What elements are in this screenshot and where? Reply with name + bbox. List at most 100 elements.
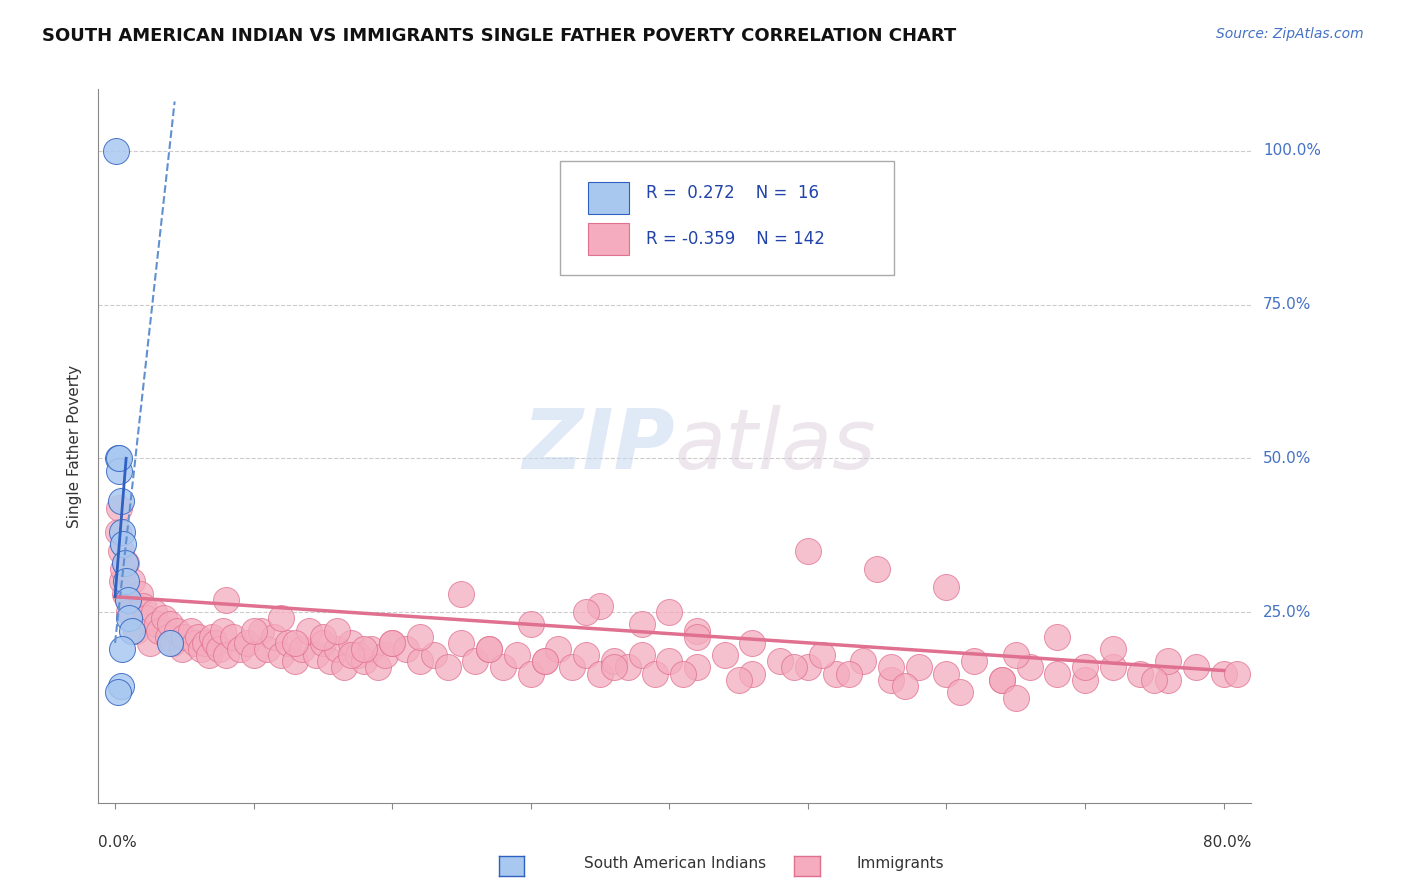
- Point: [215, 592, 238, 607]
- Point: [603, 660, 626, 674]
- Point: [478, 642, 501, 657]
- Point: [672, 666, 695, 681]
- Point: [935, 666, 957, 681]
- Point: [575, 605, 598, 619]
- Text: 80.0%: 80.0%: [1204, 836, 1251, 850]
- Text: 100.0%: 100.0%: [1263, 144, 1320, 158]
- Point: [256, 642, 278, 657]
- Point: [112, 562, 135, 576]
- Point: [713, 648, 735, 662]
- Point: [866, 562, 889, 576]
- Point: [170, 642, 193, 657]
- Text: SOUTH AMERICAN INDIAN VS IMMIGRANTS SINGLE FATHER POVERTY CORRELATION CHART: SOUTH AMERICAN INDIAN VS IMMIGRANTS SING…: [42, 27, 956, 45]
- Point: [589, 666, 612, 681]
- Point: [298, 624, 321, 638]
- Point: [520, 617, 543, 632]
- Point: [506, 648, 529, 662]
- Point: [880, 660, 903, 674]
- Point: [108, 451, 131, 466]
- Point: [312, 636, 335, 650]
- Point: [107, 451, 129, 466]
- Point: [117, 592, 139, 607]
- Point: [1046, 630, 1069, 644]
- Point: [409, 630, 432, 644]
- Point: [135, 611, 157, 625]
- Text: ZIP: ZIP: [522, 406, 675, 486]
- Point: [187, 630, 209, 644]
- Point: [1101, 642, 1123, 657]
- Point: [686, 630, 709, 644]
- Point: [173, 630, 195, 644]
- Point: [367, 660, 389, 674]
- Point: [686, 624, 709, 638]
- Point: [105, 144, 128, 158]
- Point: [360, 642, 382, 657]
- Point: [409, 654, 432, 668]
- Point: [436, 660, 458, 674]
- Point: [450, 636, 472, 650]
- Point: [115, 556, 138, 570]
- Point: [190, 642, 212, 657]
- Point: [339, 636, 361, 650]
- Point: [824, 666, 846, 681]
- Text: Source: ZipAtlas.com: Source: ZipAtlas.com: [1216, 27, 1364, 41]
- Point: [111, 574, 134, 589]
- Point: [880, 673, 903, 687]
- Point: [138, 636, 160, 650]
- Point: [907, 660, 929, 674]
- Point: [270, 648, 292, 662]
- Point: [204, 636, 226, 650]
- Point: [235, 636, 257, 650]
- Point: [658, 605, 681, 619]
- Point: [1157, 673, 1180, 687]
- Point: [121, 624, 143, 638]
- Point: [686, 660, 709, 674]
- Point: [129, 587, 152, 601]
- Point: [132, 599, 155, 613]
- Point: [142, 605, 165, 619]
- FancyBboxPatch shape: [589, 223, 628, 255]
- Y-axis label: Single Father Poverty: Single Father Poverty: [67, 365, 83, 527]
- Point: [110, 494, 132, 508]
- Point: [478, 642, 501, 657]
- Point: [148, 624, 170, 638]
- Point: [117, 592, 139, 607]
- Point: [949, 685, 972, 699]
- Point: [108, 500, 131, 515]
- Point: [114, 556, 136, 570]
- Point: [107, 525, 129, 540]
- Point: [374, 648, 396, 662]
- Point: [305, 648, 328, 662]
- Point: [423, 648, 446, 662]
- Point: [152, 611, 174, 625]
- Point: [212, 624, 235, 638]
- Text: 0.0%: 0.0%: [98, 836, 138, 850]
- Text: South American Indians: South American Indians: [583, 856, 766, 871]
- Point: [229, 642, 252, 657]
- Point: [291, 642, 314, 657]
- Point: [111, 525, 134, 540]
- Point: [326, 624, 349, 638]
- Point: [1074, 673, 1097, 687]
- Point: [1046, 666, 1069, 681]
- Point: [180, 624, 202, 638]
- Point: [198, 648, 221, 662]
- Point: [270, 611, 292, 625]
- Point: [319, 654, 342, 668]
- Point: [963, 654, 986, 668]
- Text: 25.0%: 25.0%: [1263, 605, 1312, 620]
- Text: atlas: atlas: [675, 406, 876, 486]
- Point: [156, 630, 179, 644]
- Point: [1212, 666, 1234, 681]
- Point: [561, 660, 583, 674]
- Point: [277, 636, 299, 650]
- Point: [1074, 660, 1097, 674]
- Point: [107, 685, 129, 699]
- Point: [1101, 660, 1123, 674]
- Point: [326, 642, 349, 657]
- Point: [242, 624, 264, 638]
- Point: [110, 679, 132, 693]
- Point: [533, 654, 555, 668]
- Point: [115, 574, 138, 589]
- Text: 75.0%: 75.0%: [1263, 297, 1312, 312]
